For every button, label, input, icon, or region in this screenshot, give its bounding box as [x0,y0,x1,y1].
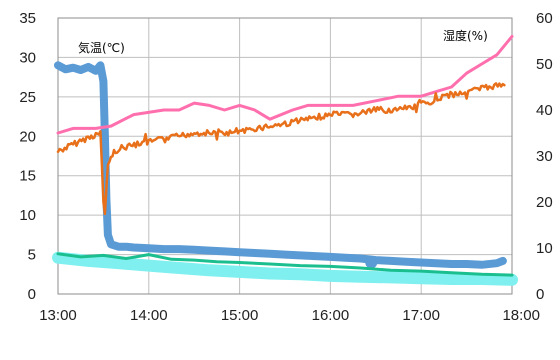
x-tick-label: 15:00 [221,307,259,324]
right-tick-label: 50 [536,56,553,73]
x-axis-ticks: 13:00 14:00 15:00 16:00 17:00 18:00 [39,307,540,324]
left-tick-label: 35 [19,10,36,27]
left-tick-label: 25 [19,89,36,106]
series-4-line-line [56,34,514,135]
left-axis-ticks: 0 5 10 15 20 25 30 35 [19,10,36,303]
right-axis-label: 湿度(%) [443,28,488,43]
x-tick-label: 14:00 [130,307,168,324]
series-layer [52,34,518,286]
x-tick-label: 17:00 [402,307,440,324]
left-axis-label: 気温(℃) [78,40,125,55]
plot-area-frame [57,17,513,295]
left-tick-label: 10 [19,207,36,224]
right-tick-label: 20 [536,194,553,211]
series-1-dot-point [365,256,378,269]
x-tick-label: 13:00 [39,307,77,324]
right-tick-label: 0 [536,286,544,303]
series-0-thick-line [54,61,507,269]
right-tick-label: 10 [536,240,553,257]
x-tick-label: 16:00 [312,307,350,324]
series-3-line-line [56,252,514,277]
right-tick-label: 30 [536,148,553,165]
x-tick-label: 18:00 [502,307,540,324]
right-tick-label: 40 [536,102,553,119]
left-tick-label: 20 [19,128,36,145]
right-tick-label: 60 [536,10,553,27]
right-axis-ticks: 0 10 20 30 40 50 60 [536,10,553,303]
left-tick-label: 15 [19,168,36,185]
left-tick-label: 5 [28,247,36,264]
series-2-band-line [52,251,518,286]
left-tick-label: 30 [19,49,36,66]
left-tick-label: 0 [28,286,36,303]
series-5-noisy-line [56,82,506,216]
